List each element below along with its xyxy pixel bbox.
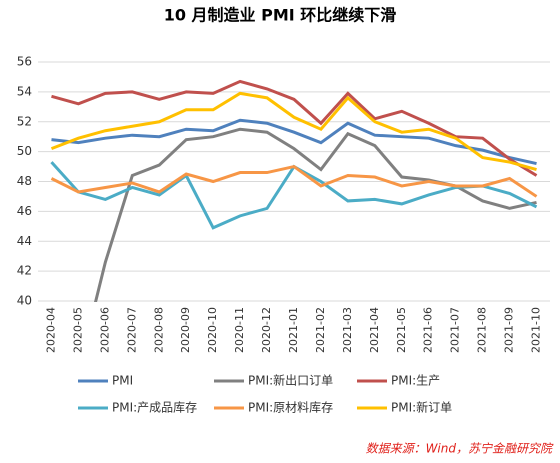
y-tick-label: 40 xyxy=(17,294,32,308)
x-tick-label: 2021-01 xyxy=(287,307,300,353)
y-tick-label: 56 xyxy=(17,55,32,69)
x-tick-label: 2020-10 xyxy=(206,307,219,353)
y-tick-label: 48 xyxy=(17,174,32,188)
x-tick-label: 2021-07 xyxy=(449,307,462,353)
y-tick-label: 42 xyxy=(17,264,32,278)
x-tick-label: 2020-05 xyxy=(71,307,84,353)
x-tick-label: 2021-08 xyxy=(476,307,489,353)
legend-label: PMI xyxy=(112,374,133,388)
legend-label: PMI:新订单 xyxy=(391,400,452,415)
series-line xyxy=(50,161,538,230)
series-line xyxy=(50,164,538,198)
x-tick-label: 2020-12 xyxy=(260,307,273,353)
source-note: 数据来源：Wind，苏宁金融研究院 xyxy=(366,442,554,456)
y-tick-label: 52 xyxy=(17,114,32,128)
y-tick-label: 46 xyxy=(17,204,32,218)
x-tick-label: 2020-07 xyxy=(125,307,138,353)
legend-label: PMI:生产 xyxy=(391,374,440,388)
legend-label: PMI:产成品库存 xyxy=(112,400,197,415)
x-tick-label: 2021-03 xyxy=(341,307,354,353)
plot-area xyxy=(50,79,538,302)
x-tick-label: 2021-04 xyxy=(368,307,381,353)
x-tick-label: 2020-08 xyxy=(152,307,165,353)
x-tick-label: 2021-06 xyxy=(422,307,435,353)
legend-label: PMI:新出口订单 xyxy=(248,373,333,388)
series-line xyxy=(50,91,537,171)
x-tick-label: 2020-09 xyxy=(179,307,192,353)
x-tick-label: 2021-10 xyxy=(530,307,543,353)
x-tick-label: 2021-09 xyxy=(503,307,516,353)
chart-title: 10 月制造业 PMI 环比继续下滑 xyxy=(164,6,397,25)
series-line xyxy=(51,118,537,166)
y-tick-label: 44 xyxy=(17,234,32,248)
legend-label: PMI:原材料库存 xyxy=(248,400,333,415)
y-tick-label: 50 xyxy=(17,144,32,158)
x-tick-label: 2021-05 xyxy=(395,307,408,353)
x-tick-label: 2020-11 xyxy=(233,307,246,353)
x-tick-label: 2020-06 xyxy=(98,307,111,353)
series-line xyxy=(93,127,537,302)
x-tick-label: 2021-02 xyxy=(314,307,327,353)
y-tick-label: 54 xyxy=(17,84,32,98)
x-tick-label: 2020-04 xyxy=(44,307,57,353)
